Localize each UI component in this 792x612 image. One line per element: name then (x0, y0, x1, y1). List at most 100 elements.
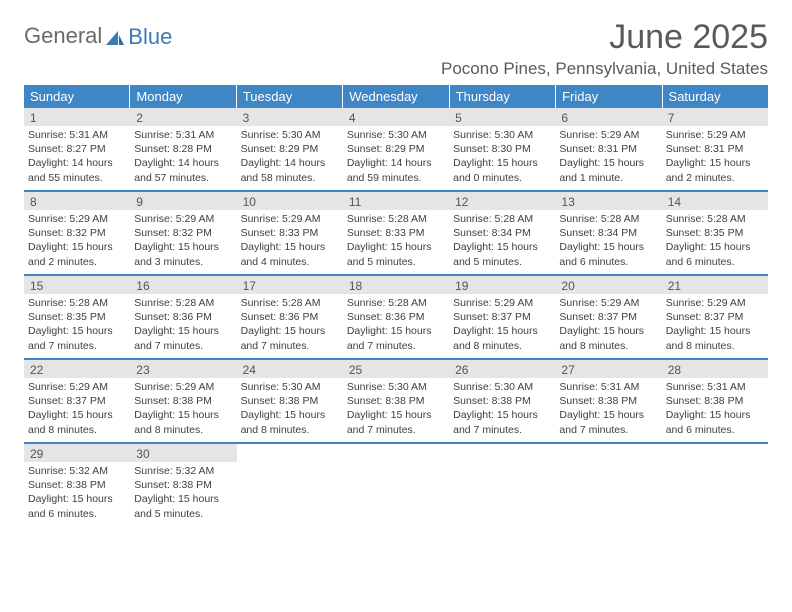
day-body: Sunrise: 5:29 AMSunset: 8:38 PMDaylight:… (130, 378, 236, 439)
calendar-cell: 9Sunrise: 5:29 AMSunset: 8:32 PMDaylight… (130, 192, 236, 274)
calendar-cell: 24Sunrise: 5:30 AMSunset: 8:38 PMDayligh… (237, 360, 343, 442)
day-body: Sunrise: 5:29 AMSunset: 8:31 PMDaylight:… (555, 126, 661, 187)
sunset-line: Sunset: 8:32 PM (28, 226, 126, 240)
sunset-line: Sunset: 8:34 PM (559, 226, 657, 240)
title-block: June 2025 Pocono Pines, Pennsylvania, Un… (441, 18, 768, 79)
calendar-cell: 4Sunrise: 5:30 AMSunset: 8:29 PMDaylight… (343, 108, 449, 190)
sunset-line: Sunset: 8:34 PM (453, 226, 551, 240)
daylight-line: Daylight: 15 hours and 7 minutes. (28, 324, 126, 352)
calendar-cell: 5Sunrise: 5:30 AMSunset: 8:30 PMDaylight… (449, 108, 555, 190)
day-body: Sunrise: 5:31 AMSunset: 8:38 PMDaylight:… (662, 378, 768, 439)
sunrise-line: Sunrise: 5:31 AM (134, 128, 232, 142)
day-number: 24 (237, 360, 343, 378)
calendar-cell: 14Sunrise: 5:28 AMSunset: 8:35 PMDayligh… (662, 192, 768, 274)
calendar-cell (343, 444, 449, 526)
calendar-cell: 21Sunrise: 5:29 AMSunset: 8:37 PMDayligh… (662, 276, 768, 358)
day-body: Sunrise: 5:28 AMSunset: 8:33 PMDaylight:… (343, 210, 449, 271)
sunrise-line: Sunrise: 5:29 AM (666, 296, 764, 310)
day-number: 2 (130, 108, 236, 126)
sunrise-line: Sunrise: 5:29 AM (241, 212, 339, 226)
day-body: Sunrise: 5:30 AMSunset: 8:30 PMDaylight:… (449, 126, 555, 187)
daylight-line: Daylight: 15 hours and 6 minutes. (559, 240, 657, 268)
daylight-line: Daylight: 15 hours and 5 minutes. (134, 492, 232, 520)
sunset-line: Sunset: 8:38 PM (347, 394, 445, 408)
calendar-cell: 8Sunrise: 5:29 AMSunset: 8:32 PMDaylight… (24, 192, 130, 274)
sunrise-line: Sunrise: 5:31 AM (666, 380, 764, 394)
calendar-cell (662, 444, 768, 526)
daylight-line: Daylight: 15 hours and 3 minutes. (134, 240, 232, 268)
daylight-line: Daylight: 14 hours and 57 minutes. (134, 156, 232, 184)
calendar-cell: 15Sunrise: 5:28 AMSunset: 8:35 PMDayligh… (24, 276, 130, 358)
daylight-line: Daylight: 15 hours and 4 minutes. (241, 240, 339, 268)
day-number: 11 (343, 192, 449, 210)
day-number: 23 (130, 360, 236, 378)
sunset-line: Sunset: 8:36 PM (134, 310, 232, 324)
calendar-cell (449, 444, 555, 526)
daylight-line: Daylight: 15 hours and 2 minutes. (666, 156, 764, 184)
sunset-line: Sunset: 8:27 PM (28, 142, 126, 156)
day-body: Sunrise: 5:29 AMSunset: 8:37 PMDaylight:… (24, 378, 130, 439)
sunrise-line: Sunrise: 5:30 AM (347, 380, 445, 394)
sunset-line: Sunset: 8:35 PM (666, 226, 764, 240)
sunset-line: Sunset: 8:38 PM (134, 478, 232, 492)
day-body: Sunrise: 5:28 AMSunset: 8:36 PMDaylight:… (130, 294, 236, 355)
day-header-sunday: Sunday (24, 85, 130, 108)
calendar-cell: 28Sunrise: 5:31 AMSunset: 8:38 PMDayligh… (662, 360, 768, 442)
day-body: Sunrise: 5:30 AMSunset: 8:29 PMDaylight:… (237, 126, 343, 187)
day-body: Sunrise: 5:30 AMSunset: 8:29 PMDaylight:… (343, 126, 449, 187)
sunrise-line: Sunrise: 5:31 AM (28, 128, 126, 142)
daylight-line: Daylight: 15 hours and 8 minutes. (28, 408, 126, 436)
day-number: 7 (662, 108, 768, 126)
daylight-line: Daylight: 15 hours and 8 minutes. (453, 324, 551, 352)
week-row: 8Sunrise: 5:29 AMSunset: 8:32 PMDaylight… (24, 190, 768, 274)
week-row: 22Sunrise: 5:29 AMSunset: 8:37 PMDayligh… (24, 358, 768, 442)
daylight-line: Daylight: 15 hours and 8 minutes. (241, 408, 339, 436)
day-body: Sunrise: 5:29 AMSunset: 8:31 PMDaylight:… (662, 126, 768, 187)
sunrise-line: Sunrise: 5:29 AM (134, 380, 232, 394)
daylight-line: Daylight: 15 hours and 7 minutes. (453, 408, 551, 436)
sunrise-line: Sunrise: 5:28 AM (347, 296, 445, 310)
sunset-line: Sunset: 8:38 PM (453, 394, 551, 408)
sunset-line: Sunset: 8:38 PM (666, 394, 764, 408)
day-body: Sunrise: 5:31 AMSunset: 8:38 PMDaylight:… (555, 378, 661, 439)
daylight-line: Daylight: 15 hours and 0 minutes. (453, 156, 551, 184)
daylight-line: Daylight: 15 hours and 5 minutes. (453, 240, 551, 268)
daylight-line: Daylight: 14 hours and 59 minutes. (347, 156, 445, 184)
day-body: Sunrise: 5:28 AMSunset: 8:35 PMDaylight:… (662, 210, 768, 271)
sunset-line: Sunset: 8:38 PM (134, 394, 232, 408)
day-body: Sunrise: 5:32 AMSunset: 8:38 PMDaylight:… (130, 462, 236, 523)
day-number: 15 (24, 276, 130, 294)
header: General Blue June 2025 Pocono Pines, Pen… (24, 18, 768, 79)
daylight-line: Daylight: 15 hours and 6 minutes. (28, 492, 126, 520)
day-number: 1 (24, 108, 130, 126)
month-title: June 2025 (441, 18, 768, 57)
daylight-line: Daylight: 15 hours and 6 minutes. (666, 408, 764, 436)
sunrise-line: Sunrise: 5:28 AM (453, 212, 551, 226)
daylight-line: Daylight: 15 hours and 7 minutes. (134, 324, 232, 352)
calendar-cell: 26Sunrise: 5:30 AMSunset: 8:38 PMDayligh… (449, 360, 555, 442)
sunset-line: Sunset: 8:31 PM (666, 142, 764, 156)
day-number: 27 (555, 360, 661, 378)
day-number: 26 (449, 360, 555, 378)
sunrise-line: Sunrise: 5:31 AM (559, 380, 657, 394)
logo-text-gray: General (24, 23, 102, 49)
day-number: 3 (237, 108, 343, 126)
calendar-cell: 22Sunrise: 5:29 AMSunset: 8:37 PMDayligh… (24, 360, 130, 442)
day-number: 28 (662, 360, 768, 378)
day-number: 6 (555, 108, 661, 126)
sunset-line: Sunset: 8:37 PM (559, 310, 657, 324)
calendar-cell: 20Sunrise: 5:29 AMSunset: 8:37 PMDayligh… (555, 276, 661, 358)
daylight-line: Daylight: 15 hours and 5 minutes. (347, 240, 445, 268)
day-body: Sunrise: 5:32 AMSunset: 8:38 PMDaylight:… (24, 462, 130, 523)
sunrise-line: Sunrise: 5:32 AM (134, 464, 232, 478)
calendar-cell: 1Sunrise: 5:31 AMSunset: 8:27 PMDaylight… (24, 108, 130, 190)
day-header-thursday: Thursday (450, 85, 556, 108)
day-number: 14 (662, 192, 768, 210)
day-number: 10 (237, 192, 343, 210)
daylight-line: Daylight: 15 hours and 2 minutes. (28, 240, 126, 268)
day-header-saturday: Saturday (663, 85, 768, 108)
calendar-cell: 7Sunrise: 5:29 AMSunset: 8:31 PMDaylight… (662, 108, 768, 190)
day-body: Sunrise: 5:29 AMSunset: 8:32 PMDaylight:… (130, 210, 236, 271)
day-body: Sunrise: 5:29 AMSunset: 8:37 PMDaylight:… (449, 294, 555, 355)
daylight-line: Daylight: 15 hours and 8 minutes. (134, 408, 232, 436)
